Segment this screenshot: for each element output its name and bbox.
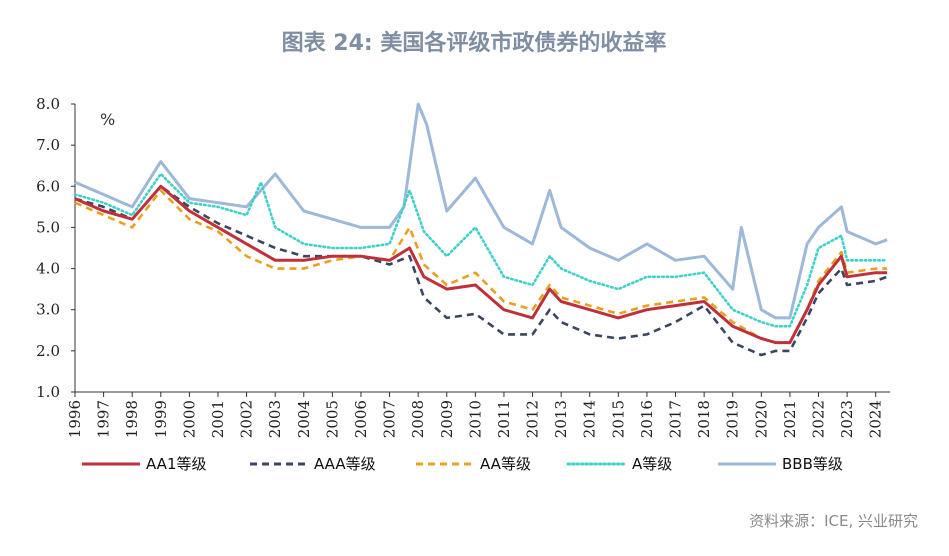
- x-tick-label: 2012: [524, 400, 542, 438]
- x-tick-label: 2023: [838, 400, 856, 438]
- x-tick-label: 2003: [266, 400, 284, 438]
- x-tick-label: 2024: [867, 400, 885, 438]
- x-tick-label: 2005: [323, 400, 341, 438]
- x-tick-label: 2020: [752, 400, 770, 438]
- y-tick-label: 6.0: [36, 177, 60, 195]
- x-tick-label: 2016: [638, 400, 656, 438]
- x-tick-label: 2011: [495, 400, 513, 438]
- series-layer: [73, 102, 889, 357]
- x-axis-ticks: 1996 1997 1998 1999 2000 2001 2002 2003 2004 2005…: [66, 392, 885, 438]
- x-tick-label: 2013: [552, 400, 570, 438]
- x-tick-label: 1999: [152, 400, 170, 438]
- y-tick-label: 2.0: [36, 342, 60, 360]
- legend-label: BBB等级: [782, 455, 843, 473]
- series-line-3: [73, 172, 889, 328]
- x-tick-label: 2021: [781, 400, 799, 438]
- legend-label: AA等级: [480, 455, 531, 473]
- x-tick-label: 2010: [466, 400, 484, 438]
- x-tick-label: 2002: [238, 400, 256, 438]
- x-tick-label: 2022: [810, 400, 828, 438]
- source-note: 资料来源：ICE, 兴业研究: [749, 512, 918, 530]
- y-tick-label: 5.0: [36, 218, 60, 236]
- x-tick-label: 1996: [66, 400, 84, 438]
- chart-title: 图表 24: 美国各评级市政债券的收益率: [282, 30, 667, 56]
- y-tick-label: 3.0: [36, 301, 60, 319]
- y-tick-label: 1.0: [36, 383, 60, 401]
- x-tick-label: 2006: [352, 400, 370, 438]
- x-tick-label: 2014: [581, 400, 599, 438]
- x-tick-label: 1998: [123, 400, 141, 438]
- legend: AA1等级 AAA等级 AA等级 A等级 BBB等级: [82, 455, 843, 473]
- series-line-0: [74, 184, 888, 345]
- x-tick-label: 2001: [209, 400, 227, 438]
- y-axis-ticks: 8.0 7.0 6.0 5.0 4.0 3.0 2.0 1.0: [36, 95, 75, 401]
- legend-label: A等级: [632, 455, 672, 473]
- x-tick-label: 2009: [438, 400, 456, 438]
- y-axis-unit: %: [100, 110, 115, 129]
- series-line-1: [74, 185, 888, 357]
- legend-label: AAA等级: [314, 455, 376, 473]
- y-tick-label: 8.0: [36, 95, 60, 113]
- x-tick-label: 1997: [95, 400, 113, 438]
- x-tick-label: 2017: [667, 400, 685, 438]
- x-tick-label: 2008: [409, 400, 427, 438]
- x-tick-label: 2015: [609, 400, 627, 438]
- series-line-4: [74, 102, 888, 320]
- x-tick-label: 2000: [180, 400, 198, 438]
- series-line-2: [74, 189, 888, 344]
- x-tick-label: 2018: [695, 400, 713, 438]
- legend-label: AA1等级: [146, 455, 206, 473]
- x-tick-label: 2004: [295, 400, 313, 438]
- y-tick-label: 7.0: [36, 136, 60, 154]
- x-tick-label: 2019: [724, 400, 742, 438]
- x-tick-label: 2007: [381, 400, 399, 438]
- y-tick-label: 4.0: [36, 260, 60, 278]
